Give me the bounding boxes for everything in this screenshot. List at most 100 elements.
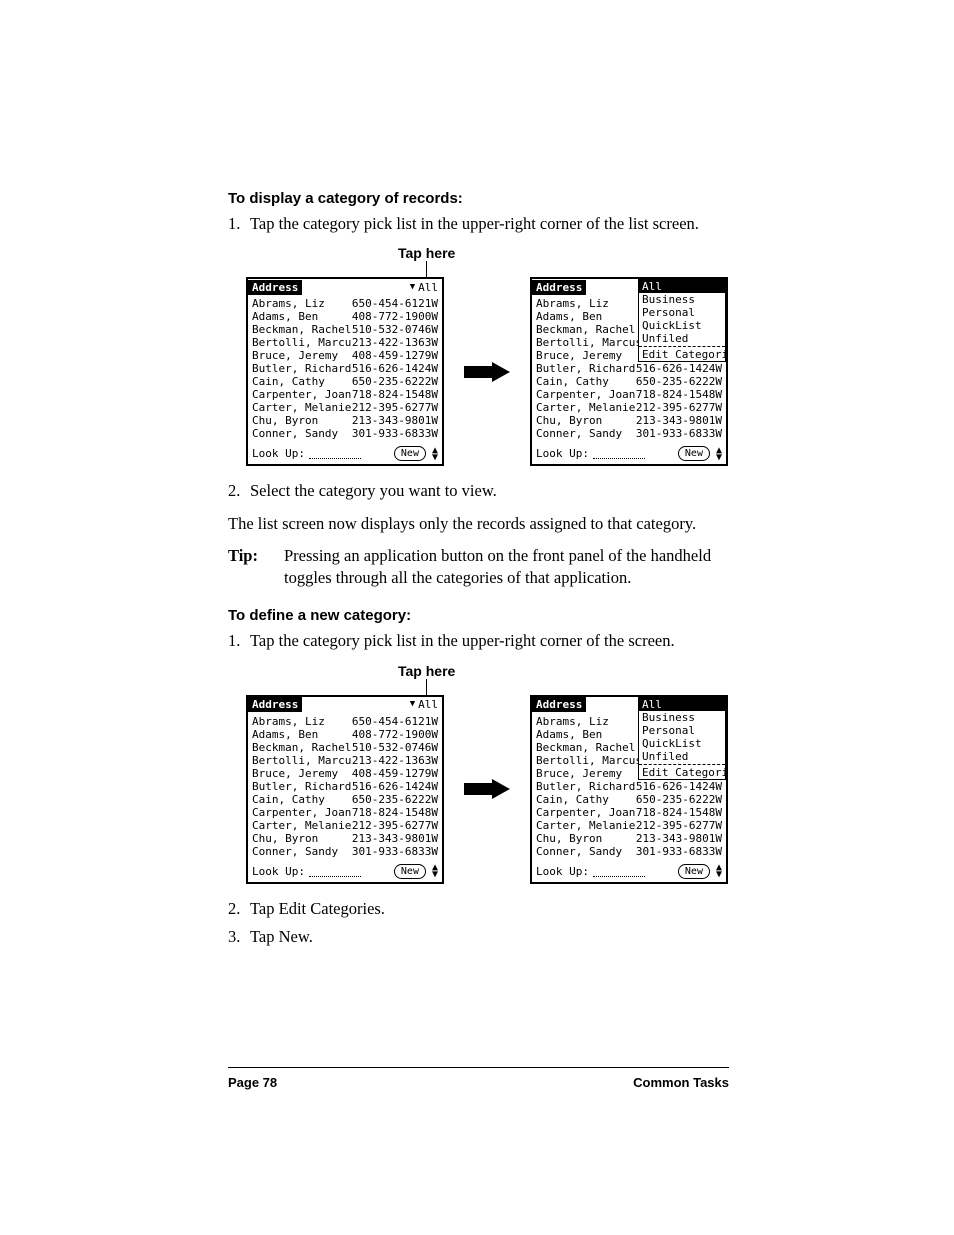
tap-pointer-line xyxy=(426,263,734,277)
step-1: 1. Tap the category pick list in the upp… xyxy=(228,213,734,235)
lookup-input[interactable] xyxy=(593,866,645,877)
step-2: 2. Select the category you want to view. xyxy=(228,480,734,502)
lookup-input[interactable] xyxy=(309,866,361,877)
dropdown-item-edit[interactable]: Edit Categories... xyxy=(639,766,725,779)
tip-label: Tip: xyxy=(228,545,284,590)
contact-list: Abrams, Liz650-454-6121W Adams, Ben408-7… xyxy=(248,713,442,860)
step-text: Tap the category pick list in the upper-… xyxy=(250,630,734,652)
list-item[interactable]: Carter, Melanie212-395-6277W xyxy=(252,819,438,832)
list-item[interactable]: Adams, Ben408-772-1900W xyxy=(252,728,438,741)
list-item[interactable]: Conner, Sandy301-933-6833W xyxy=(536,845,722,858)
transition-arrow-icon xyxy=(464,362,510,382)
step-text: Select the category you want to view. xyxy=(250,480,734,502)
heading-define-category: To define a new category: xyxy=(228,607,734,624)
list-item[interactable]: Abrams, Liz650-454-6121W xyxy=(252,715,438,728)
list-item[interactable]: Cain, Cathy650-235-6222W xyxy=(536,793,722,806)
list-item[interactable]: Carter, Melanie212-395-6277W xyxy=(252,401,438,414)
list-item[interactable]: Bertolli, Marcus213-422-1363W xyxy=(252,754,438,767)
page-footer: Page 78 Common Tasks xyxy=(228,1067,729,1090)
list-item[interactable]: Conner, Sandy301-933-6833W xyxy=(252,845,438,858)
dropdown-item[interactable]: Business xyxy=(639,711,725,724)
category-dropdown: All Business Personal QuickList Unfiled … xyxy=(638,279,726,362)
category-label: All xyxy=(418,698,438,711)
figure-2: Tap here Address ▼ All Abrams, Liz650-45… xyxy=(246,663,734,884)
dropdown-item[interactable]: QuickList xyxy=(639,737,725,750)
list-item[interactable]: Butler, Richard516-626-1424W xyxy=(536,780,722,793)
dropdown-triangle-icon: ▼ xyxy=(410,700,415,709)
list-item[interactable]: Cain, Cathy650-235-6222W xyxy=(536,375,722,388)
dropdown-item-edit[interactable]: Edit Categories... xyxy=(639,348,725,361)
scroll-arrows-icon[interactable]: ▲▼ xyxy=(432,447,438,461)
list-item[interactable]: Carpenter, Joan718-824-1548W xyxy=(252,388,438,401)
list-item[interactable]: Conner, Sandy301-933-6833W xyxy=(252,427,438,440)
step-number: 2. xyxy=(228,480,250,502)
dropdown-item[interactable]: Unfiled xyxy=(639,332,725,345)
step-text: Tap New. xyxy=(250,926,734,948)
new-button[interactable]: New xyxy=(678,446,710,461)
step-text: Tap the category pick list in the upper-… xyxy=(250,213,734,235)
list-item[interactable]: Chu, Byron213-343-9801W xyxy=(252,414,438,427)
app-title: Address xyxy=(248,280,302,295)
dropdown-item[interactable]: Unfiled xyxy=(639,750,725,763)
contact-list: Abrams, Liz650-454-6121W Adams, Ben408-7… xyxy=(248,295,442,442)
new-button[interactable]: New xyxy=(678,864,710,879)
step-number: 1. xyxy=(228,630,250,652)
lookup-label: Look Up: xyxy=(252,865,305,878)
lookup-label: Look Up: xyxy=(536,865,589,878)
category-label: All xyxy=(418,281,438,294)
scroll-arrows-icon[interactable]: ▲▼ xyxy=(716,447,722,461)
lookup-input[interactable] xyxy=(309,448,361,459)
list-item[interactable]: Bruce, Jeremy408-459-1279W xyxy=(252,349,438,362)
list-item[interactable]: Butler, Richard516-626-1424W xyxy=(536,362,722,375)
list-item[interactable]: Carter, Melanie212-395-6277W xyxy=(536,401,722,414)
list-item[interactable]: Conner, Sandy301-933-6833W xyxy=(536,427,722,440)
list-item[interactable]: Beckman, Rachel510-532-0746W xyxy=(252,741,438,754)
dropdown-item[interactable]: Personal xyxy=(639,724,725,737)
step-number: 3. xyxy=(228,926,250,948)
category-picker[interactable]: ▼ All xyxy=(410,698,442,711)
list-item[interactable]: Chu, Byron213-343-9801W xyxy=(536,414,722,427)
page-container: To display a category of records: 1. Tap… xyxy=(0,0,954,1235)
tap-pointer-line xyxy=(426,681,734,695)
lookup-input[interactable] xyxy=(593,448,645,459)
list-item[interactable]: Cain, Cathy650-235-6222W xyxy=(252,793,438,806)
list-item[interactable]: Carpenter, Joan718-824-1548W xyxy=(536,388,722,401)
list-item[interactable]: Adams, Ben408-772-1900W xyxy=(252,310,438,323)
dropdown-item[interactable]: Business xyxy=(639,293,725,306)
result-paragraph: The list screen now displays only the re… xyxy=(228,513,734,535)
scroll-arrows-icon[interactable]: ▲▼ xyxy=(432,864,438,878)
list-item[interactable]: Carpenter, Joan718-824-1548W xyxy=(252,806,438,819)
dropdown-item[interactable]: Personal xyxy=(639,306,725,319)
tap-here-label: Tap here xyxy=(398,245,734,261)
list-item[interactable]: Butler, Richard516-626-1424W xyxy=(252,780,438,793)
step-text: Tap Edit Categories. xyxy=(250,898,734,920)
new-button[interactable]: New xyxy=(394,446,426,461)
palm-screen-left-1: Address ▼ All Abrams, Liz650-454-6121W A… xyxy=(246,277,444,466)
step-number: 1. xyxy=(228,213,250,235)
list-item[interactable]: Chu, Byron213-343-9801W xyxy=(536,832,722,845)
list-item[interactable]: Carter, Melanie212-395-6277W xyxy=(536,819,722,832)
dropdown-item-all[interactable]: All xyxy=(639,698,725,711)
heading-display-category: To display a category of records: xyxy=(228,190,734,207)
tip-block: Tip: Pressing an application button on t… xyxy=(228,545,734,590)
list-item[interactable]: Abrams, Liz650-454-6121W xyxy=(252,297,438,310)
palm-screen-left-2: Address ▼ All Abrams, Liz650-454-6121W A… xyxy=(246,695,444,884)
list-item[interactable]: Cain, Cathy650-235-6222W xyxy=(252,375,438,388)
dropdown-item[interactable]: QuickList xyxy=(639,319,725,332)
dropdown-item-all[interactable]: All xyxy=(639,280,725,293)
app-title: Address xyxy=(532,280,586,295)
list-item[interactable]: Chu, Byron213-343-9801W xyxy=(252,832,438,845)
list-item[interactable]: Beckman, Rachel510-532-0746W xyxy=(252,323,438,336)
list-item[interactable]: Bertolli, Marcus213-422-1363W xyxy=(252,336,438,349)
step-3b: 3. Tap New. xyxy=(228,926,734,948)
app-title: Address xyxy=(532,697,586,712)
list-item[interactable]: Butler, Richard516-626-1424W xyxy=(252,362,438,375)
list-item[interactable]: Bruce, Jeremy408-459-1279W xyxy=(252,767,438,780)
step-1b: 1. Tap the category pick list in the upp… xyxy=(228,630,734,652)
scroll-arrows-icon[interactable]: ▲▼ xyxy=(716,864,722,878)
tap-here-label: Tap here xyxy=(398,663,734,679)
new-button[interactable]: New xyxy=(394,864,426,879)
list-item[interactable]: Carpenter, Joan718-824-1548W xyxy=(536,806,722,819)
section-title: Common Tasks xyxy=(633,1075,729,1090)
category-picker[interactable]: ▼ All xyxy=(410,281,442,294)
